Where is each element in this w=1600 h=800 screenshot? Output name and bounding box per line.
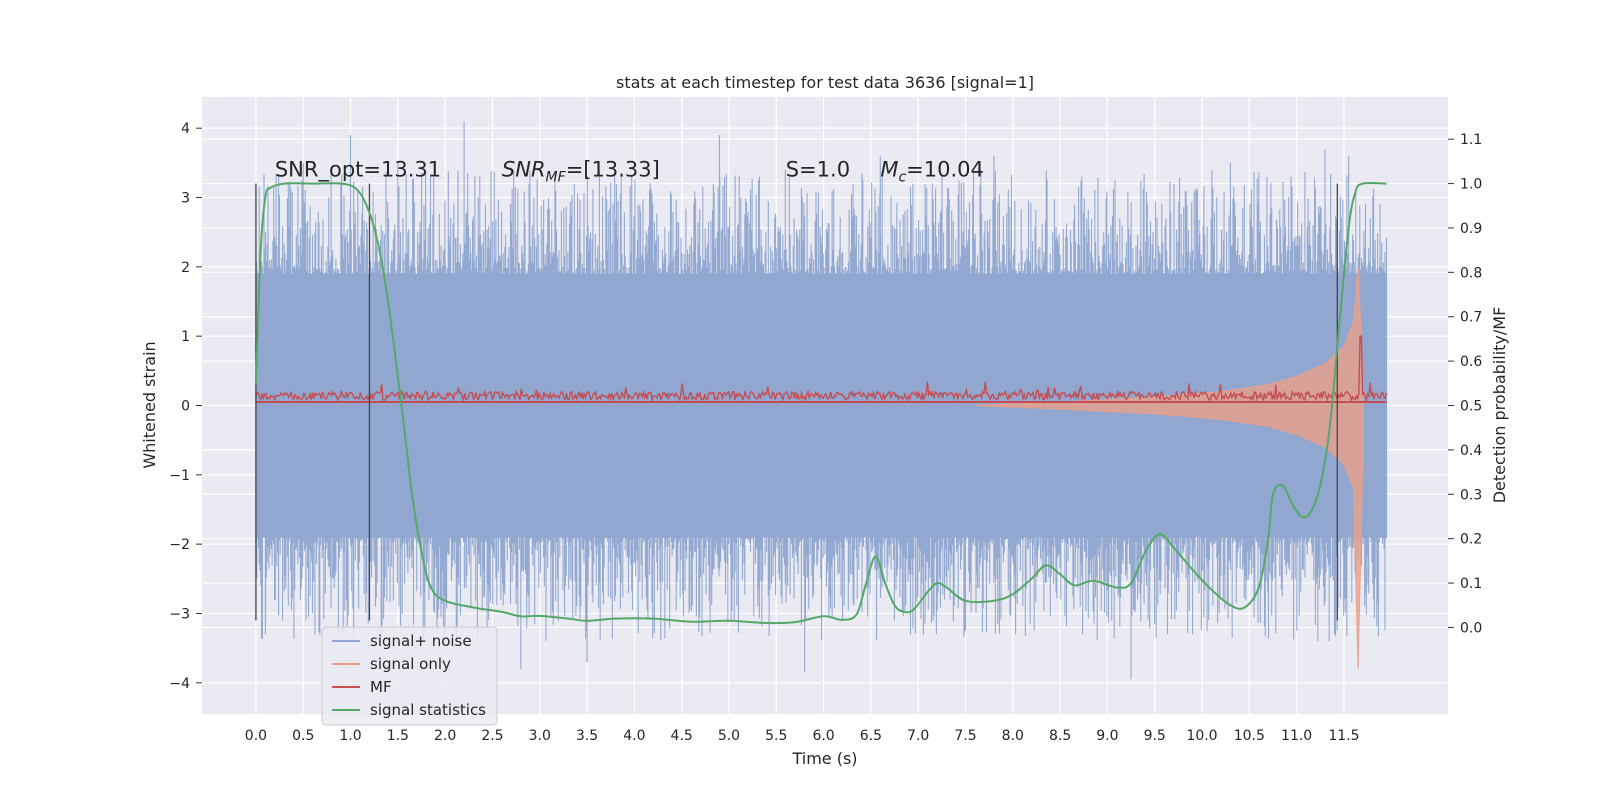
y-tick-label: 3	[181, 191, 190, 207]
x-axis-ticks: 0.0 0.5 1.0 1.5 2.0 2.5 3.0 3.5 4.0 4.5 5.0 5.5 6.0 6…	[245, 728, 1360, 744]
y2-tick-label: 0.3	[1460, 487, 1482, 503]
x-tick-label: 9.0	[1096, 728, 1118, 744]
annotation-snr-opt: SNR_opt=13.31	[275, 158, 441, 183]
annotation-s: S=1.0	[786, 158, 850, 182]
x-tick-label: 1.0	[339, 728, 361, 744]
x-tick-label: 8.0	[1002, 728, 1024, 744]
signal-only-trace	[974, 266, 1364, 669]
x-tick-label: 5.0	[718, 728, 740, 744]
x-tick-label: 10.0	[1186, 728, 1217, 744]
y-tick-label: 0	[181, 399, 190, 415]
y2-axis-label: Detection probability/MF	[1490, 307, 1509, 504]
mf-trace	[255, 335, 1388, 403]
legend: signal+ noise signal only MF signal stat…	[321, 626, 498, 726]
y2-tick-label: 1.1	[1460, 132, 1482, 148]
y-tick-label: 2	[181, 260, 190, 276]
legend-label-signal-noise: signal+ noise	[370, 632, 472, 650]
y-tick-label: 1	[181, 329, 190, 345]
x-tick-label: 7.0	[907, 728, 929, 744]
y-tick-label: 4	[181, 121, 190, 137]
y-axis-ticks: −4 −3 −2 −1 0 1 2 3 4	[169, 121, 202, 692]
signal-statistics-trace	[254, 181, 1387, 625]
annotation-mc: Mc=10.04	[880, 158, 984, 186]
x-tick-label: 2.0	[434, 728, 456, 744]
series-signal-only	[974, 266, 1364, 669]
x-tick-label: 0.0	[245, 728, 267, 744]
legend-label-mf: MF	[370, 678, 392, 696]
y-tick-label: −4	[169, 676, 190, 692]
x-tick-label: 3.0	[529, 728, 551, 744]
x-tick-label: 6.0	[812, 728, 834, 744]
legend-label-signal-only: signal only	[370, 655, 451, 673]
y2-tick-label: 0.5	[1460, 399, 1482, 415]
annotations: SNR_opt=13.31 SNRMF=[13.33] S=1.0 Mc=10.04	[275, 158, 984, 186]
y2-tick-label: 0.1	[1460, 576, 1482, 592]
x-tick-label: 11.5	[1328, 728, 1359, 744]
x-tick-label: 0.5	[292, 728, 314, 744]
y-tick-label: −1	[169, 468, 190, 484]
y2-tick-label: 0.6	[1460, 354, 1482, 370]
vertical-markers	[255, 183, 1338, 621]
chart-title: stats at each timestep for test data 363…	[616, 73, 1034, 92]
y2-tick-label: 0.2	[1460, 532, 1482, 548]
x-tick-label: 6.5	[860, 728, 882, 744]
legend-label-signal-statistics: signal statistics	[370, 701, 486, 719]
series-signal-statistics	[254, 181, 1387, 625]
y-axis-label: Whitened strain	[140, 341, 159, 468]
x-tick-label: 2.5	[481, 728, 503, 744]
x-axis-label: Time (s)	[791, 749, 857, 768]
x-tick-label: 8.5	[1049, 728, 1071, 744]
y2-tick-label: 0.7	[1460, 310, 1482, 326]
x-tick-label: 5.5	[765, 728, 787, 744]
annotation-snr-mf: SNRMF=[13.33]	[502, 158, 660, 186]
y2-tick-label: 0.4	[1460, 443, 1482, 459]
legend-box	[321, 626, 498, 726]
y2-tick-label: 0.9	[1460, 221, 1482, 237]
x-tick-label: 3.5	[576, 728, 598, 744]
y2-tick-label: 0.8	[1460, 265, 1482, 281]
x-tick-label: 4.0	[623, 728, 645, 744]
y2-tick-label: 1.0	[1460, 177, 1482, 193]
series-mf	[255, 335, 1388, 404]
y2-axis-ticks: 0.0 0.1 0.2 0.3 0.4 0.5 0.6 0.7 0.8 0.9 1.0 1.1	[1448, 132, 1482, 636]
x-tick-label: 4.5	[671, 728, 693, 744]
y-tick-label: −2	[169, 537, 190, 553]
x-tick-label: 9.5	[1144, 728, 1166, 744]
x-tick-label: 7.5	[954, 728, 976, 744]
x-tick-label: 1.5	[387, 728, 409, 744]
x-tick-label: 11.0	[1281, 728, 1312, 744]
y2-tick-label: 0.0	[1460, 620, 1482, 636]
y-tick-label: −3	[169, 606, 190, 622]
x-tick-label: 10.5	[1234, 728, 1265, 744]
